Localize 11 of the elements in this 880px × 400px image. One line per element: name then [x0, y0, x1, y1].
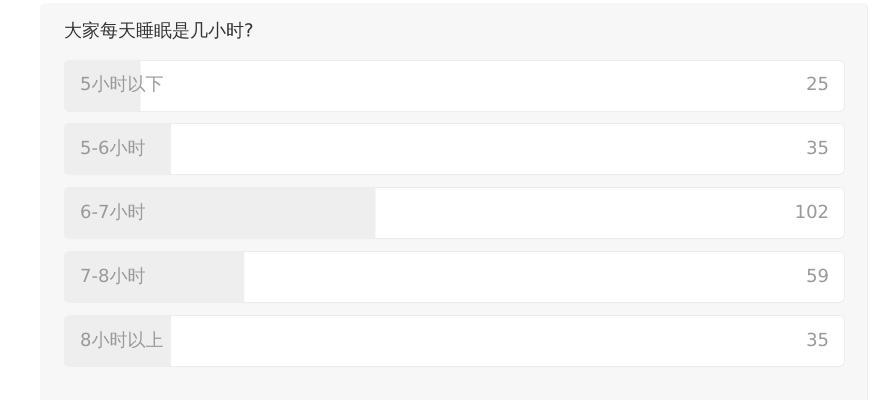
data-label: 35: [806, 330, 829, 351]
data-label: 59: [806, 266, 829, 287]
y-tick-label: 8小时以上: [80, 330, 164, 351]
y-tick-label: 5-6小时: [80, 138, 146, 160]
data-label: 35: [806, 138, 829, 160]
y-tick-label: 5小时以下: [80, 74, 164, 96]
y-tick-label: 7-8小时: [80, 266, 146, 287]
data-label: 25: [806, 74, 829, 96]
data-label: 102: [794, 202, 829, 224]
y-tick-label: 6-7小时: [80, 202, 146, 224]
chart-title: 大家每天睡眠是几小时?: [64, 20, 254, 42]
